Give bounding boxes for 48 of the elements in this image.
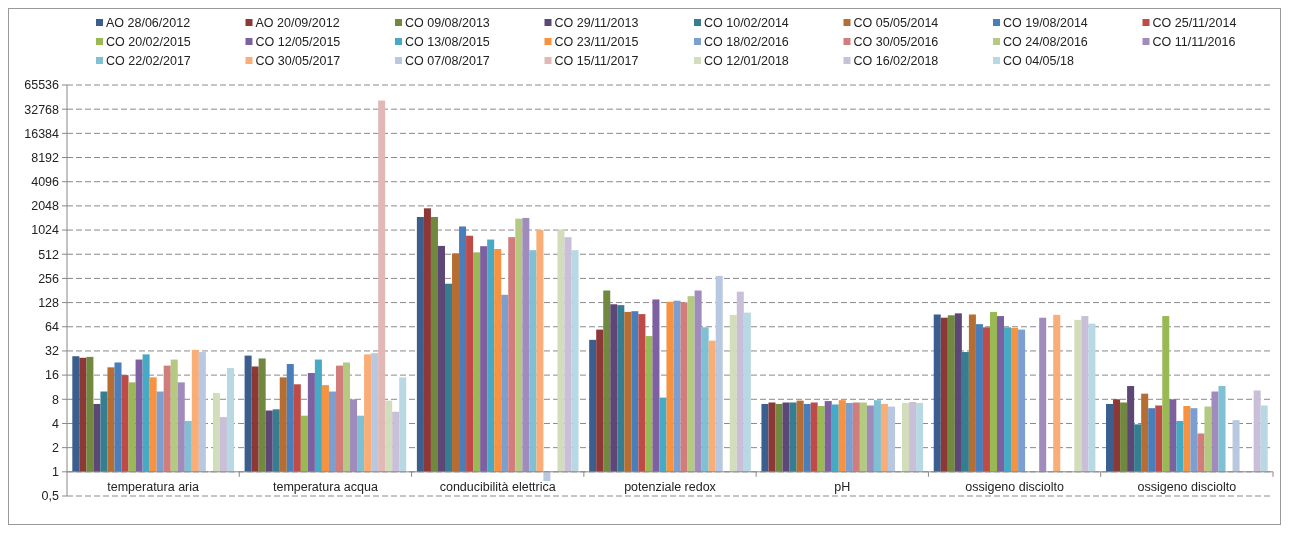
legend-label: CO 24/08/2016 xyxy=(1003,34,1088,49)
x-tick-label: pH xyxy=(834,479,851,494)
y-tick-label: 32768 xyxy=(24,102,60,117)
x-tick-label: temperatura aria xyxy=(107,479,200,494)
legend-label: CO 18/02/2016 xyxy=(704,34,789,49)
legend-label: CO 25/11/2014 xyxy=(1152,15,1237,30)
y-tick-label: 2048 xyxy=(31,199,60,214)
y-tick-label: 512 xyxy=(38,247,60,262)
legend-label: CO 30/05/2016 xyxy=(853,34,939,49)
y-tick-label: 8 xyxy=(52,392,60,407)
legend-label: CO 30/05/2017 xyxy=(255,53,341,68)
y-tick-label: 0,5 xyxy=(41,489,60,504)
y-tick-label: 2 xyxy=(52,441,60,456)
legend-label: CO 11/11/2016 xyxy=(1152,34,1236,49)
legend-label: CO 05/05/2014 xyxy=(853,15,939,30)
x-tick-label: temperatura acqua xyxy=(272,479,378,494)
legend-label: AO 20/09/2012 xyxy=(255,15,340,30)
legend-label: CO 13/08/2015 xyxy=(405,34,490,49)
x-tick-label: potenziale redox xyxy=(624,479,717,494)
legend-label: CO 12/05/2015 xyxy=(255,34,341,49)
y-tick-label: 4096 xyxy=(31,175,60,190)
y-tick-label: 1024 xyxy=(31,223,60,238)
x-tick-label: ossigeno disciolto xyxy=(965,479,1064,494)
legend-label: CO 12/01/2018 xyxy=(704,53,789,68)
x-tick-label: ossigeno disciolto xyxy=(1137,479,1237,494)
y-tick-label: 4 xyxy=(52,416,60,431)
legend-label: AO 28/06/2012 xyxy=(106,15,191,30)
legend-label: CO 09/08/2013 xyxy=(405,15,490,30)
y-tick-label: 256 xyxy=(38,271,60,286)
y-tick-label: 32 xyxy=(45,344,60,359)
legend-label: CO 07/08/2017 xyxy=(405,53,490,68)
legend-label: CO 19/08/2014 xyxy=(1003,15,1088,30)
y-tick-label: 128 xyxy=(38,295,60,310)
legend-label: CO 20/02/2015 xyxy=(106,34,191,49)
legend-label: CO 04/05/18 xyxy=(1003,53,1074,68)
x-tick-label: conducibilità elettrica xyxy=(439,479,556,494)
y-tick-label: 8192 xyxy=(31,150,60,165)
legend-label: CO 22/02/2017 xyxy=(106,53,191,68)
legend-label: CO 15/11/2017 xyxy=(554,53,639,68)
y-tick-label: 16 xyxy=(45,368,60,383)
legend-label: CO 16/02/2018 xyxy=(853,53,939,68)
y-tick-label: 65536 xyxy=(24,78,60,93)
legend-label: CO 10/02/2014 xyxy=(704,15,789,30)
y-tick-label: 16384 xyxy=(24,126,60,141)
y-tick-label: 64 xyxy=(45,320,60,335)
y-tick-label: 1 xyxy=(52,465,60,480)
legend-label: CO 29/11/2013 xyxy=(554,15,639,30)
legend-label: CO 23/11/2015 xyxy=(554,34,639,49)
